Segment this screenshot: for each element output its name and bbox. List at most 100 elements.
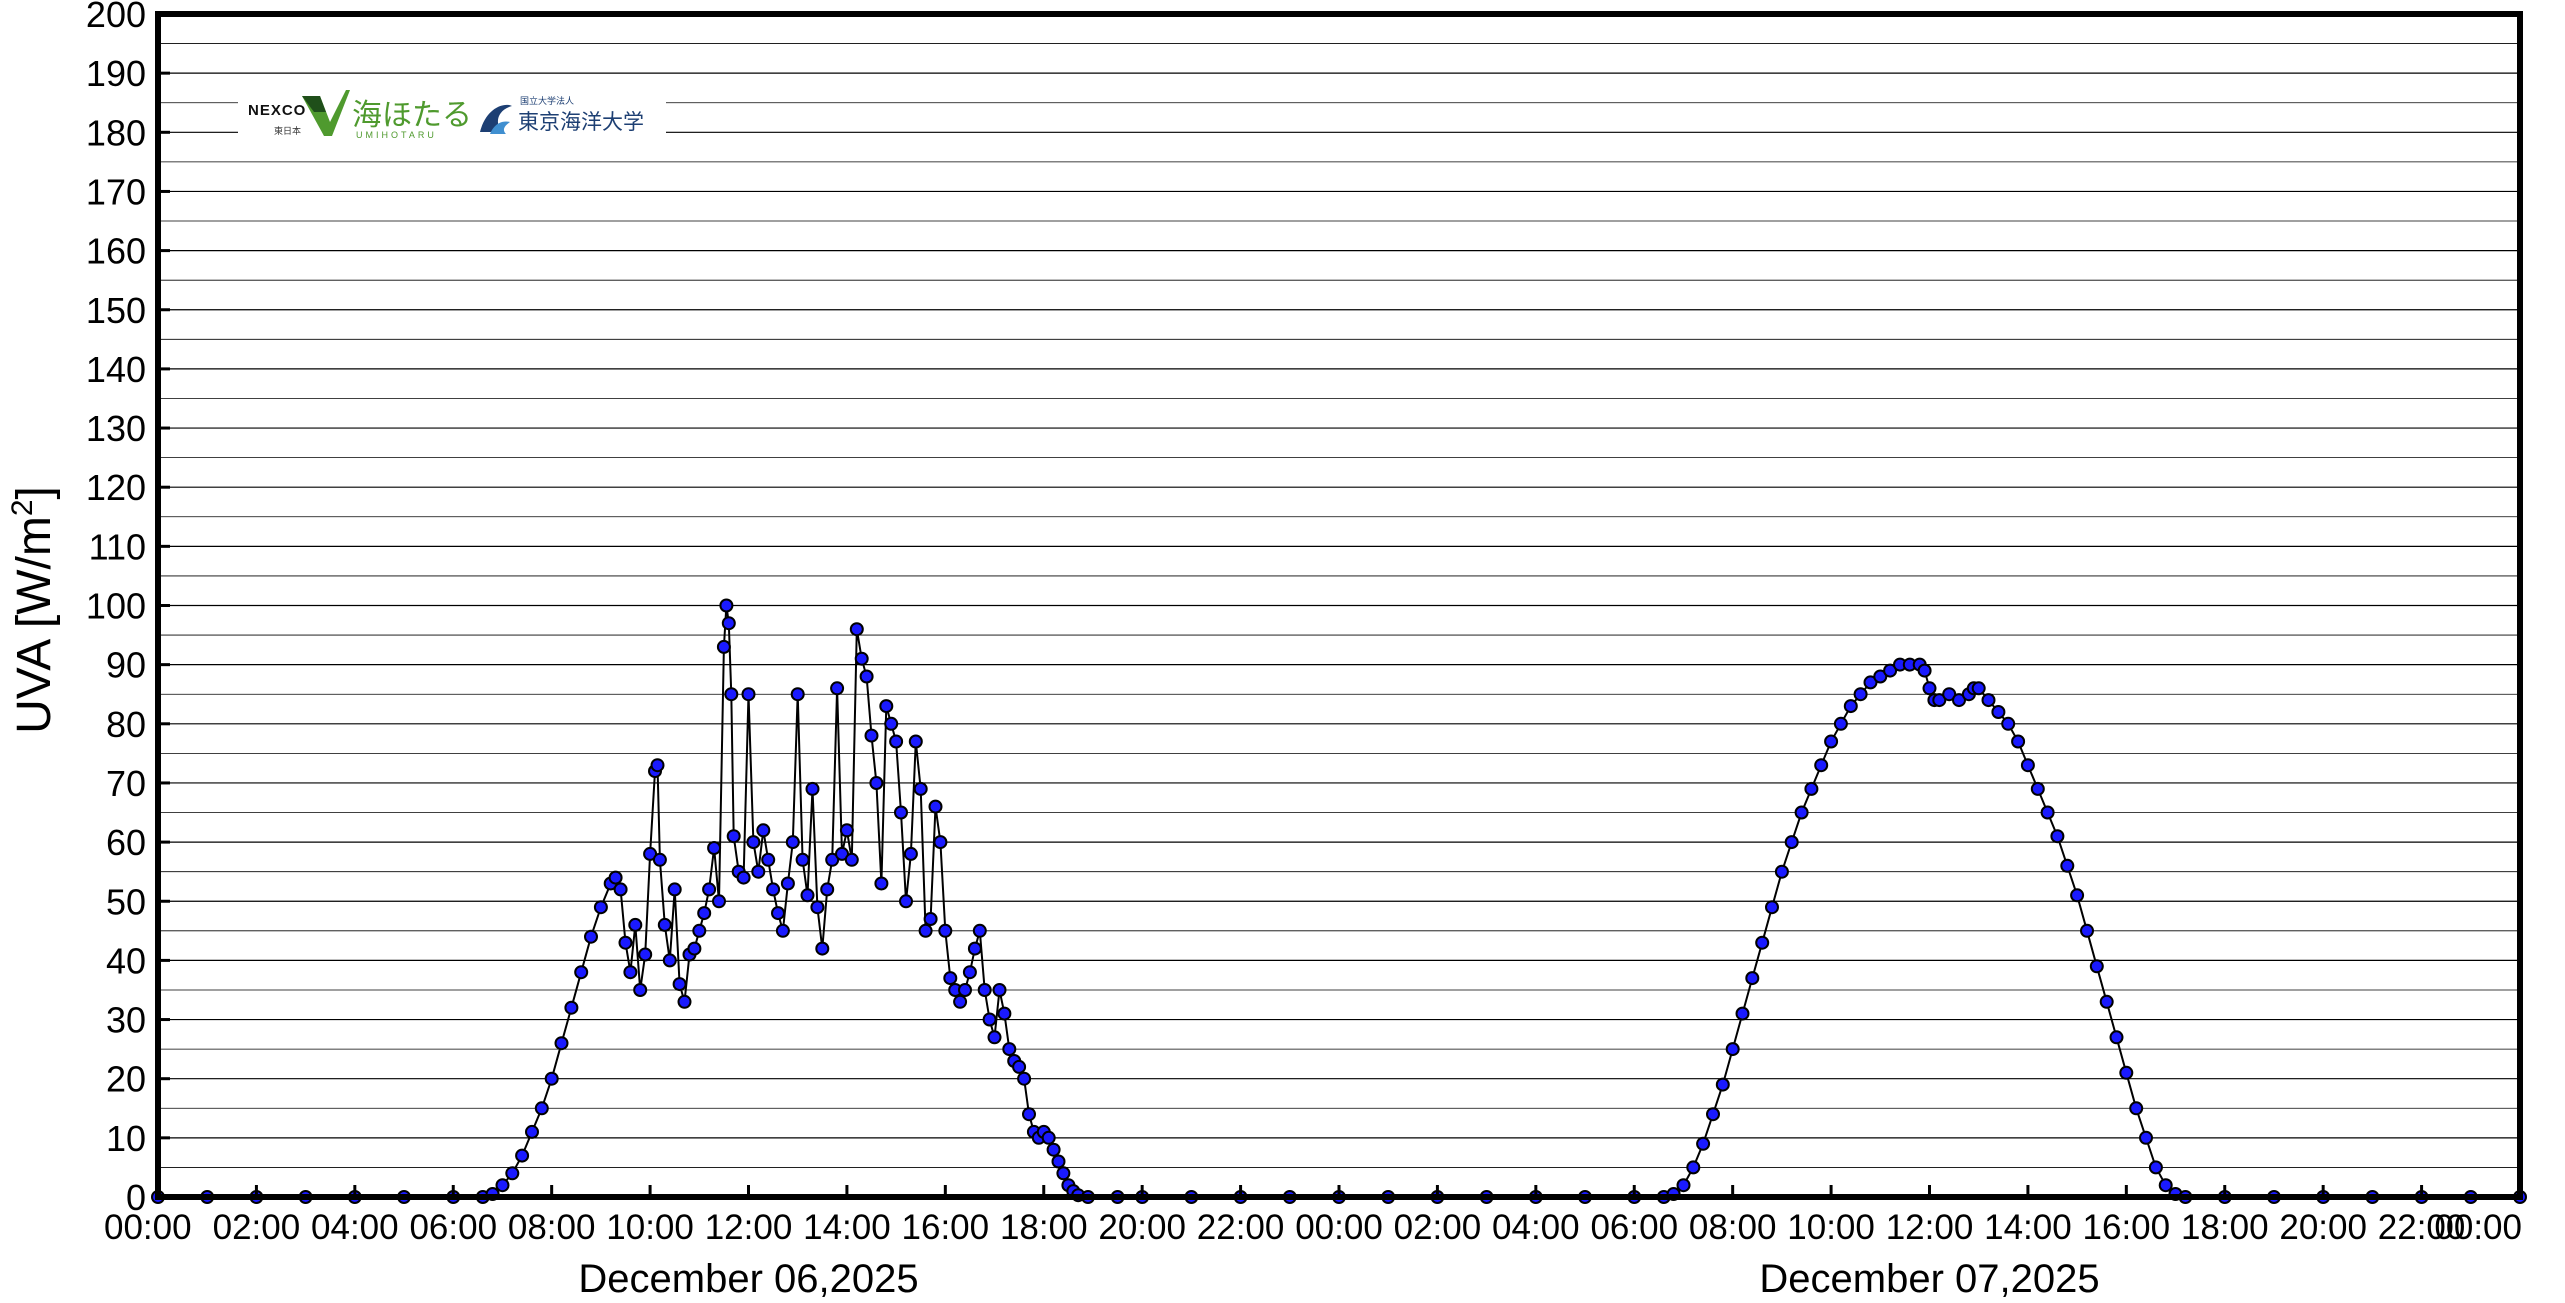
data-point	[662, 953, 677, 968]
data-point	[1056, 1166, 1071, 1181]
x-tick-label: 00:00	[1295, 1208, 1383, 1247]
data-point	[544, 1071, 559, 1086]
data-point	[756, 823, 771, 838]
data-point	[962, 965, 977, 980]
data-point	[1715, 1077, 1730, 1092]
data-point	[933, 835, 948, 850]
data-point	[943, 971, 958, 986]
data-point	[1725, 1042, 1740, 1057]
data-point	[830, 681, 845, 696]
data-point	[1991, 705, 2006, 719]
data-point	[2040, 805, 2055, 820]
data-point	[894, 805, 908, 820]
data-point	[692, 923, 707, 938]
x-tick-label: 12:00	[1886, 1208, 1974, 1247]
data-point	[1814, 758, 1829, 773]
y-tick-label: 30	[106, 1000, 146, 1041]
x-tick-label: 20:00	[1098, 1208, 1186, 1247]
data-point	[1774, 864, 1789, 879]
data-point	[958, 983, 972, 997]
data-point	[775, 923, 790, 938]
data-point	[697, 906, 712, 921]
data-point	[1765, 900, 1779, 915]
data-point	[908, 734, 923, 749]
y-axis-label-superscript: 2	[6, 499, 39, 516]
data-point	[741, 687, 756, 702]
data-point	[790, 687, 805, 702]
y-tick-label: 70	[106, 763, 146, 804]
data-point	[1863, 675, 1878, 690]
x-tick-label: 00:00	[104, 1208, 192, 1247]
data-point	[1794, 805, 1809, 820]
y-axis-tick-labels: 0 10 20 30 40 50 60 70 80 90 100 110 120 130 140 150 160…	[86, 0, 146, 1218]
data-point	[1041, 1130, 1056, 1145]
data-point	[810, 900, 825, 915]
data-point	[800, 888, 815, 903]
data-point	[672, 977, 687, 992]
data-point	[1917, 663, 1932, 678]
data-point	[835, 846, 849, 861]
data-point	[874, 876, 889, 891]
data-point	[564, 1000, 579, 1015]
university-logo-text: 東京海洋大学	[518, 110, 644, 134]
data-point	[534, 1101, 549, 1116]
data-point	[2139, 1130, 2153, 1145]
data-point	[2148, 1160, 2163, 1175]
data-point	[608, 870, 623, 885]
data-point	[2070, 888, 2085, 903]
data-point	[650, 758, 665, 773]
data-point	[1696, 1136, 1711, 1151]
x-tick-label: 06:00	[409, 1208, 497, 1247]
x-tick-label: 20:00	[2279, 1208, 2367, 1247]
x-tick-label: 16:00	[902, 1208, 990, 1247]
data-point	[677, 994, 692, 1009]
data-point	[721, 616, 736, 631]
data-point	[667, 882, 682, 897]
data-point	[1022, 1107, 1036, 1122]
data-point	[815, 941, 830, 956]
grid-lines	[158, 43, 2520, 1168]
data-point	[1971, 681, 1986, 696]
data-point	[525, 1124, 539, 1139]
data-point	[633, 983, 648, 997]
data-point	[938, 923, 953, 938]
date-label: December 06,2025	[578, 1257, 918, 1301]
data-point	[1981, 693, 1996, 708]
data-point	[618, 935, 633, 950]
data-point	[859, 669, 874, 684]
data-point	[761, 852, 776, 867]
y-tick-label: 100	[86, 586, 146, 627]
data-point	[584, 929, 598, 944]
data-point	[716, 639, 731, 654]
y-tick-label: 80	[106, 704, 146, 745]
x-tick-label: 14:00	[1984, 1208, 2072, 1247]
data-point	[2020, 758, 2035, 773]
x-tick-label: 08:00	[1689, 1208, 1777, 1247]
y-tick-label: 40	[106, 940, 146, 981]
y-tick-label: 20	[106, 1059, 146, 1100]
data-point	[1824, 734, 1839, 749]
x-tick-label: 14:00	[803, 1208, 891, 1247]
data-point	[657, 917, 672, 932]
data-point	[913, 781, 928, 796]
data-point	[785, 835, 800, 850]
x-tick-label: 06:00	[1590, 1208, 1678, 1247]
data-point	[1833, 716, 1848, 731]
y-tick-label: 50	[106, 881, 146, 922]
data-point	[854, 651, 869, 666]
data-point	[495, 1178, 510, 1193]
data-point	[1952, 693, 1966, 708]
umihotaru-logo-text: 海ほたる	[352, 98, 472, 133]
data-point	[1706, 1107, 1720, 1122]
x-tick-label: 02:00	[213, 1208, 301, 1247]
data-point	[687, 941, 702, 956]
plot-frame	[155, 11, 2523, 1200]
data-point	[825, 852, 840, 867]
data-point	[864, 728, 879, 743]
date-label: December 07,2025	[1759, 1257, 2099, 1301]
data-point	[751, 864, 766, 879]
data-point	[771, 906, 785, 921]
data-point	[2001, 716, 2016, 731]
data-point	[2129, 1101, 2144, 1116]
